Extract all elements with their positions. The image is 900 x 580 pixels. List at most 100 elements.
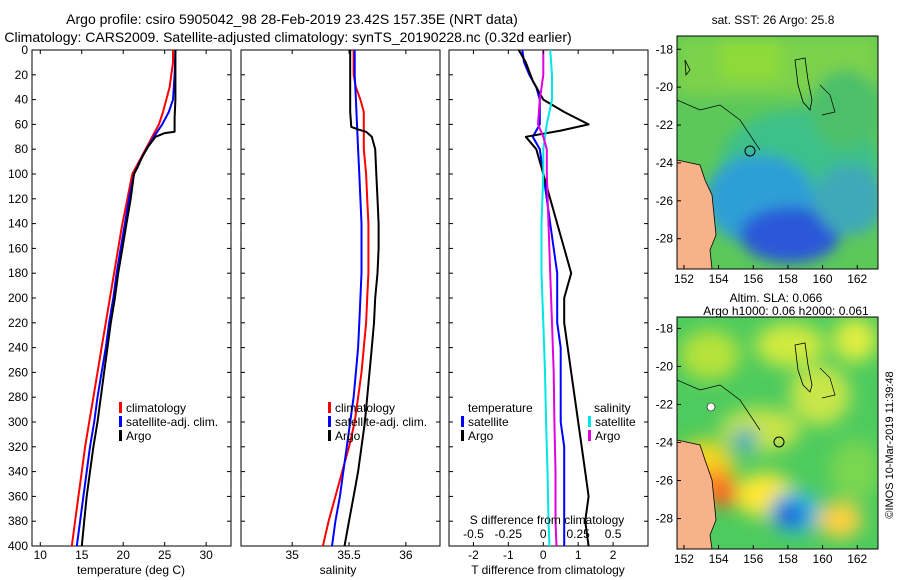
depth-tick-label: 160	[8, 241, 28, 255]
salinity-legend: climatology satellite-adj. clim. Argo	[328, 401, 427, 443]
difference-legend: temperature satellite Argo salinity sate…	[461, 401, 636, 443]
difference-x-label: T difference from climatology	[471, 563, 625, 577]
x-tick-label: 15	[75, 548, 89, 562]
map-x-tick-label: 152	[674, 272, 694, 286]
depth-tick-label: 20	[15, 68, 29, 82]
map-x-tick-label: 162	[847, 552, 867, 566]
legend-s-argo: Argo	[595, 429, 621, 443]
map-x-tick-label: 158	[778, 272, 798, 286]
depth-tick-label: 140	[8, 217, 28, 231]
x-tick-label: 20	[117, 548, 131, 562]
credit-text: ©IMOS 10-Mar-2019 11:39:48	[884, 371, 896, 518]
map-x-tick-label: 162	[847, 272, 867, 286]
series-line-climatology	[70, 50, 174, 546]
argo-location-marker	[773, 436, 785, 448]
map-y-tick-label: -24	[656, 156, 674, 170]
legend-climatology: climatology	[335, 401, 395, 415]
temperature-x-label: temperature (deg C)	[77, 563, 185, 577]
map-x-tick-label: 158	[778, 552, 798, 566]
depth-tick-label: 40	[15, 93, 29, 107]
map-y-tick-label: -28	[656, 512, 674, 526]
depth-tick-label: 60	[15, 117, 29, 131]
salinity-chart: 35 35.5 36 salinity climatology satellite-…	[240, 49, 441, 577]
map-y-tick-label: -26	[656, 194, 674, 208]
map-x-tick-label: 160	[813, 272, 833, 286]
depth-tick-label: 80	[15, 142, 29, 156]
legend-mark-satellite	[119, 416, 122, 427]
difference-x-ticks: -2 -1 0 1 2	[468, 50, 617, 562]
depth-tick-label: 360	[8, 489, 28, 503]
x-tick-label: 35	[285, 548, 299, 562]
legend-mark-satellite	[328, 416, 331, 427]
legend-salinity-header: salinity	[594, 401, 631, 415]
x-tick-label: -1	[503, 548, 514, 562]
sla-map: Altim. SLA: 0.066 Argo h1000: 0.06 h2000…	[656, 291, 879, 566]
secondary-tick-label: -0.25	[495, 527, 523, 541]
sla-map-title-2: Argo h1000: 0.06 h2000: 0.061	[703, 304, 869, 318]
x-tick-label: 2	[610, 548, 617, 562]
legend-t-argo: Argo	[468, 429, 494, 443]
s-difference-label: S difference from climatology	[470, 513, 625, 527]
secondary-tick-label: -0.5	[463, 527, 484, 541]
argo-location-marker	[744, 145, 756, 157]
legend-mark-climatology	[328, 402, 331, 413]
map-x-tick-label: 156	[743, 552, 763, 566]
salinity-x-ticks: 35 35.5 36	[285, 50, 413, 562]
salinity-x-label: salinity	[320, 563, 357, 577]
legend-temperature-header: temperature	[468, 401, 533, 415]
depth-tick-label: 260	[8, 365, 28, 379]
difference-chart: -2 -1 0 1 2 -0.5 -0.25 0 0.25 0.5 S difference f…	[448, 49, 649, 577]
depth-tick-label: 300	[8, 415, 28, 429]
map-x-tick-label: 152	[674, 552, 694, 566]
map-y-tick-label: -22	[656, 397, 674, 411]
map-y-tick-label: -26	[656, 474, 674, 488]
sst-map-image	[677, 36, 878, 269]
difference-secondary-ticks: -0.5 -0.25 0 0.25 0.5	[463, 527, 622, 541]
map-x-tick-label: 154	[709, 272, 729, 286]
x-tick-label: -2	[468, 548, 479, 562]
temperature-legend: climatology satellite-adj. clim. Argo	[119, 401, 218, 443]
series-line-s-argo	[537, 50, 558, 546]
series-line-argo	[80, 50, 177, 546]
temperature-frame	[31, 49, 232, 547]
legend-mark-s-argo	[588, 430, 591, 441]
x-tick-label: 0	[540, 548, 547, 562]
map-y-tick-label: -18	[656, 42, 674, 56]
legend-climatology: climatology	[126, 401, 186, 415]
sst-map-y-ticks: -18 -20 -22 -24 -26 -28	[656, 42, 681, 246]
depth-tick-label: 240	[8, 341, 28, 355]
x-tick-label: 30	[199, 548, 213, 562]
temperature-chart: 10 15 20 25 30 temperature (deg C) climatolo…	[31, 49, 232, 577]
header-line-2: Climatology: CARS2009. Satellite-adjuste…	[4, 29, 571, 45]
legend-mark-argo	[328, 430, 331, 441]
legend-mark-t-argo	[461, 430, 464, 441]
sla-white-marker	[706, 402, 716, 412]
depth-tick-label: 400	[8, 539, 28, 553]
sst-map-title: sat. SST: 26 Argo: 25.8	[712, 13, 835, 27]
depth-tick-label: 220	[8, 316, 28, 330]
secondary-tick-label: 0.25	[566, 527, 590, 541]
depth-tick-label: 100	[8, 167, 28, 181]
map-x-tick-label: 154	[709, 552, 729, 566]
sla-map-title-1: Altim. SLA: 0.066	[730, 291, 823, 305]
legend-argo: Argo	[126, 429, 152, 443]
legend-s-satellite: satellite	[595, 415, 636, 429]
sla-map-frame	[676, 316, 879, 550]
series-line-argo	[343, 50, 380, 546]
sla-map-x-ticks: 152 154 156 158 160 162	[674, 545, 868, 566]
depth-tick-label: 120	[8, 192, 28, 206]
sst-map-frame	[676, 35, 879, 270]
map-x-tick-label: 156	[743, 272, 763, 286]
map-x-tick-label: 160	[813, 552, 833, 566]
map-y-tick-label: -22	[656, 118, 674, 132]
series-line-satellite-adj-clim-	[75, 50, 177, 546]
legend-satellite: satellite-adj. clim.	[126, 415, 218, 429]
sla-map-image	[677, 317, 878, 549]
series-line-s-satellite	[540, 50, 553, 546]
header-line-1: Argo profile: csiro 5905042_98 28-Feb-20…	[66, 11, 518, 27]
legend-satellite: satellite-adj. clim.	[335, 415, 427, 429]
series-line-climatology	[321, 50, 370, 546]
sst-map-x-ticks: 152 154 156 158 160 162	[674, 265, 868, 286]
depth-tick-label: 0	[21, 43, 28, 57]
map-y-tick-label: -20	[656, 80, 674, 94]
